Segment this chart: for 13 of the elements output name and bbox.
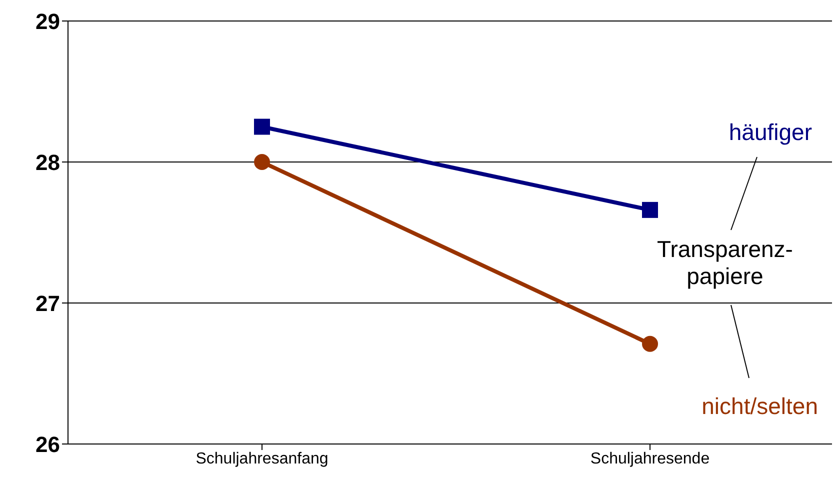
- point: [254, 154, 270, 170]
- x-tick-label: Schuljahresanfang: [196, 450, 328, 468]
- y-tick-label: 27: [36, 290, 60, 316]
- y-tick-label: 29: [36, 8, 60, 34]
- text: häufiger: [728, 119, 812, 145]
- point: [642, 202, 658, 218]
- text: nicht/selten: [702, 393, 818, 419]
- legend-title: Transparenz- papiere: [657, 236, 793, 289]
- y-tick-label: 26: [36, 432, 60, 457]
- point: [642, 336, 658, 352]
- x-tick-label: Schuljahresende: [590, 450, 710, 468]
- y-tick-label: 28: [36, 150, 60, 175]
- point: [254, 118, 270, 135]
